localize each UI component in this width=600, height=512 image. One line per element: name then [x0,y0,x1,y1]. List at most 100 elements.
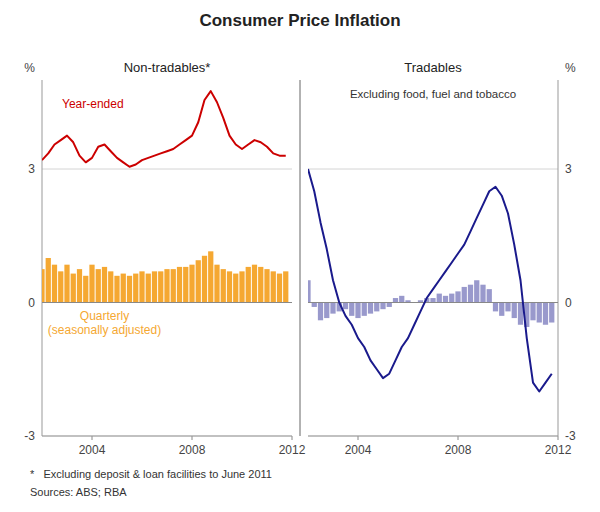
bar [505,303,510,312]
bar [258,267,263,303]
series-label-line: (seasonally adjusted) [48,323,161,337]
bar [152,271,157,302]
bar [146,274,151,303]
bar [77,269,82,302]
bar [158,271,163,302]
bar [221,269,226,302]
x-tick [292,436,293,440]
bar [283,271,288,302]
panel-title: Non-tradables* [124,60,211,75]
bar [355,303,360,319]
bar [318,303,323,321]
y-tick-label: 0 [28,296,35,310]
bar [114,276,119,303]
bar [362,303,367,316]
line [308,169,552,392]
bar [530,303,535,321]
bar [233,274,238,303]
panel: -303200420082012%Non-tradables*Quarterly… [24,60,305,457]
y-axis-label: % [565,61,576,75]
bar [437,294,442,303]
panel-title: Tradables [404,60,462,75]
bar [462,287,467,303]
bar [71,274,76,303]
y-tick-label: 3 [28,162,35,176]
bar [387,303,392,307]
x-tick [458,436,459,440]
chart-title: Consumer Price Inflation [199,11,400,30]
bar [264,269,269,302]
x-tick-label: 2008 [445,443,472,457]
bar [468,285,473,303]
grid-line [308,302,558,303]
bar [449,294,454,303]
bar [277,274,282,303]
bar [183,267,188,303]
bar [64,265,69,303]
bar [512,303,517,319]
bar [368,303,373,314]
x-tick [192,436,193,440]
y-axis-line [558,80,559,436]
panel: -303200420082012%TradablesExcluding food… [305,60,576,457]
bar [127,276,132,303]
x-tick [358,436,359,440]
grid-line [42,436,292,437]
x-axis-line [308,436,558,437]
bar [102,267,107,303]
y-axis-label: % [24,61,35,75]
y-axis-line [42,80,43,436]
y-tick-label: -3 [565,429,576,443]
bar [58,271,63,302]
bar [42,269,45,302]
series-label-line: Quarterly [80,309,129,323]
y-tick-label: 0 [565,296,572,310]
grid-line [308,436,558,437]
x-tick-label: 2012 [545,443,572,457]
bar [46,258,51,303]
bar [246,267,251,303]
grid-line [308,169,558,170]
series-label-line: Year-ended [62,97,124,111]
x-tick [92,436,93,440]
y-tick-label: -3 [24,429,35,443]
bar [349,303,354,316]
bar [252,265,257,303]
bar [443,296,448,303]
bar [324,303,329,319]
bar [343,303,348,310]
bar [271,271,276,302]
bar [543,303,548,325]
zero-line [308,302,558,303]
bar [399,296,404,303]
bar [549,303,554,323]
x-axis-line [42,436,292,437]
bar [393,298,398,302]
bar [227,271,232,302]
bar [493,303,498,312]
x-tick-label: 2008 [179,443,206,457]
annotation: Sources: ABS; RBA [30,486,127,498]
bar [480,285,485,303]
bar [52,265,57,303]
x-tick-label: 2004 [345,443,372,457]
bar [499,303,504,316]
plot-area [308,169,558,392]
series-label: Quarterly(seasonally adjusted) [48,309,161,337]
x-tick-label: 2004 [79,443,106,457]
bar [96,269,101,302]
bar [133,274,138,303]
line [42,91,286,167]
bar [108,271,113,302]
series-label: Year-ended [62,97,124,111]
bar [121,274,126,303]
bar [374,303,379,312]
bar [89,265,94,303]
panel-divider [300,80,301,436]
bar [202,256,207,303]
bar [312,303,317,307]
bar [214,265,219,303]
x-tick [558,436,559,440]
bar [474,280,479,302]
bar [455,291,460,302]
